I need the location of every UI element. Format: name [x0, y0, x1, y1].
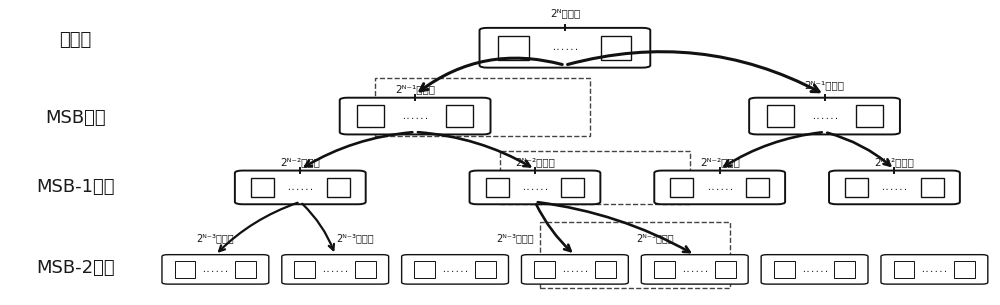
Bar: [414, 261, 435, 278]
FancyBboxPatch shape: [521, 255, 628, 284]
Bar: [670, 178, 693, 197]
Text: 2ᴺ⁻²个电容: 2ᴺ⁻²个电容: [280, 157, 320, 167]
FancyBboxPatch shape: [402, 255, 508, 284]
Bar: [856, 105, 883, 127]
Text: 2ᴺ⁻³个电容: 2ᴺ⁻³个电容: [197, 233, 234, 243]
Bar: [498, 36, 529, 59]
Text: 2ᴺ⁻³个电容: 2ᴺ⁻³个电容: [496, 233, 534, 243]
Bar: [654, 261, 675, 278]
Text: 2ᴺ⁻¹个电容: 2ᴺ⁻¹个电容: [395, 84, 435, 95]
FancyBboxPatch shape: [829, 170, 960, 204]
Bar: [375, 78, 590, 136]
Bar: [767, 105, 794, 127]
Text: ......: ......: [441, 265, 469, 274]
Bar: [355, 261, 376, 278]
FancyBboxPatch shape: [470, 170, 600, 204]
FancyBboxPatch shape: [162, 255, 269, 284]
Bar: [294, 261, 315, 278]
Bar: [486, 178, 509, 197]
Text: 2ᴺ⁻³个电容: 2ᴺ⁻³个电容: [336, 233, 374, 243]
Bar: [500, 151, 690, 204]
Bar: [357, 105, 384, 127]
FancyBboxPatch shape: [641, 255, 748, 284]
Text: 2ᴺ⁻¹个电容: 2ᴺ⁻¹个电容: [805, 81, 845, 91]
Text: ......: ......: [521, 183, 549, 192]
Text: MSB-1电容: MSB-1电容: [36, 178, 115, 196]
Bar: [561, 178, 584, 197]
FancyBboxPatch shape: [761, 255, 868, 284]
Bar: [746, 178, 769, 197]
Bar: [595, 261, 616, 278]
FancyBboxPatch shape: [654, 170, 785, 204]
Bar: [251, 178, 274, 197]
Text: ......: ......: [681, 265, 709, 274]
FancyBboxPatch shape: [480, 28, 650, 68]
FancyBboxPatch shape: [881, 255, 988, 284]
Bar: [235, 261, 256, 278]
Text: 总电容: 总电容: [59, 31, 92, 49]
Text: ......: ......: [551, 43, 579, 52]
Text: ......: ......: [202, 265, 229, 274]
Text: 2ᴺ⁻²个电容: 2ᴺ⁻²个电容: [700, 157, 740, 167]
Bar: [921, 178, 944, 197]
Bar: [601, 36, 631, 59]
Text: 2ᴺ⁻²个电容: 2ᴺ⁻²个电容: [515, 157, 555, 167]
Bar: [540, 222, 730, 288]
Text: ......: ......: [706, 183, 734, 192]
Bar: [475, 261, 496, 278]
Text: 2ᴺ个电容: 2ᴺ个电容: [550, 9, 580, 19]
FancyBboxPatch shape: [749, 98, 900, 135]
Bar: [327, 178, 350, 197]
Bar: [175, 261, 195, 278]
Text: ......: ......: [286, 183, 314, 192]
FancyBboxPatch shape: [235, 170, 366, 204]
Text: ......: ......: [811, 112, 838, 120]
Bar: [534, 261, 555, 278]
Text: ......: ......: [801, 265, 828, 274]
FancyBboxPatch shape: [340, 98, 491, 135]
Text: ......: ......: [401, 112, 429, 120]
Bar: [834, 261, 855, 278]
Bar: [715, 261, 736, 278]
FancyBboxPatch shape: [282, 255, 389, 284]
Bar: [894, 261, 914, 278]
Text: ......: ......: [881, 183, 908, 192]
Text: 2ᴺ⁻²个电容: 2ᴺ⁻²个电容: [875, 157, 914, 167]
Bar: [774, 261, 795, 278]
Bar: [954, 261, 975, 278]
Text: MSB-2电容: MSB-2电容: [36, 259, 115, 277]
Bar: [845, 178, 868, 197]
Bar: [446, 105, 473, 127]
Text: 2ᴺ⁻³个电容: 2ᴺ⁻³个电容: [636, 233, 674, 243]
Text: ......: ......: [321, 265, 349, 274]
Text: ......: ......: [561, 265, 589, 274]
Text: MSB电容: MSB电容: [45, 109, 106, 127]
Text: ......: ......: [921, 265, 948, 274]
